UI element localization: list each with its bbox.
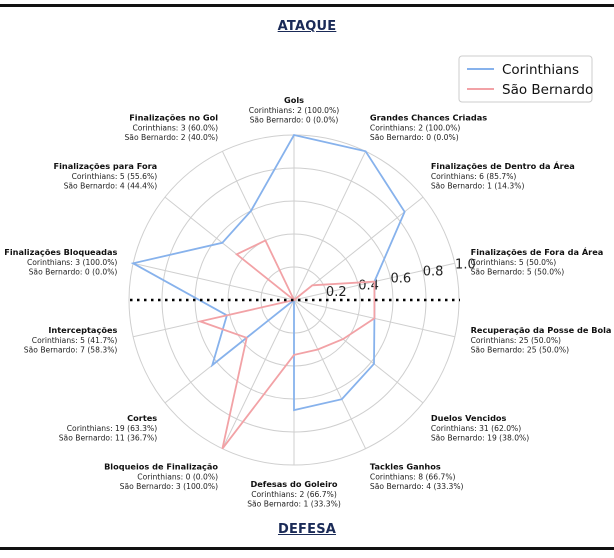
axis-label: Recuperação da Posse de Bola (471, 325, 612, 335)
axis-label: Duelos Vencidos (431, 413, 507, 423)
axis-value-line: São Bernardo: 0 (0.0%) (370, 133, 459, 142)
axis-label: Interceptações (48, 325, 117, 335)
axis-value-line: São Bernardo: 3 (100.0%) (120, 482, 218, 491)
axis-label-group: Finalizações de Dentro da ÁreaCorinthian… (431, 160, 575, 191)
axis-label: Finalizações de Fora da Área (471, 246, 604, 257)
axis-label: Tackles Ganhos (370, 462, 441, 472)
axis-value-line: São Bernardo: 1 (14.3%) (431, 181, 525, 190)
axis-value-line: Corinthians: 5 (50.0%) (471, 258, 557, 267)
legend-label-sao_bernardo: São Bernardo (502, 82, 593, 98)
axis-value-line: Corinthians: 0 (0.0%) (137, 473, 218, 482)
axis-label: Cortes (127, 413, 157, 423)
axis-value-line: São Bernardo: 0 (0.0%) (250, 116, 339, 125)
axis-value-line: Corinthians: 3 (100.0%) (27, 258, 117, 267)
radial-tick-label: 1.0 (455, 258, 476, 273)
axis-value-line: São Bernardo: 11 (36.7%) (59, 434, 157, 443)
axis-label: Finalizações para Fora (54, 161, 158, 171)
defense-heading: DEFESA (277, 522, 337, 537)
axis-label: Bloqueios de Finalização (104, 462, 218, 472)
grid-spoke (293, 299, 424, 404)
axis-value-line: São Bernardo: 19 (38.0%) (431, 434, 529, 443)
axis-value-line: São Bernardo: 1 (33.3%) (247, 500, 341, 509)
axis-value-line: Corinthians: 5 (55.6%) (72, 172, 158, 181)
axis-value-line: Corinthians: 31 (62.0%) (431, 424, 521, 433)
axis-value-line: São Bernardo: 4 (44.4%) (64, 181, 158, 190)
axis-label: Finalizações Bloqueadas (4, 247, 117, 257)
axis-label: Finalizações de Dentro da Área (431, 160, 575, 171)
legend-label-corinthians: Corinthians (502, 62, 579, 78)
axis-value-line: São Bernardo: 0 (0.0%) (29, 268, 118, 277)
axis-label: Gols (284, 95, 304, 105)
axis-value-line: Corinthians: 3 (60.0%) (132, 123, 218, 132)
axis-value-line: Corinthians: 25 (50.0%) (471, 336, 561, 345)
grid-spoke (293, 196, 424, 301)
axis-value-line: Corinthians: 2 (100.0%) (249, 106, 339, 115)
axis-value-line: Corinthians: 8 (66.7%) (370, 473, 456, 482)
axis-label-group: Recuperação da Posse de BolaCorinthians:… (471, 325, 612, 355)
grid-spoke (293, 299, 367, 449)
legend-box (458, 55, 593, 103)
grid-spoke (293, 151, 367, 301)
axis-value-line: São Bernardo: 4 (33.3%) (370, 482, 464, 491)
axis-value-line: Corinthians: 6 (85.7%) (431, 172, 517, 181)
axis-value-line: Corinthians: 2 (66.7%) (251, 490, 337, 499)
axis-label: Grandes Chances Criadas (370, 112, 487, 122)
axis-value-line: São Bernardo: 2 (40.0%) (124, 133, 218, 142)
axis-label: Defesas do Goleiro (250, 479, 337, 489)
bottom-border (0, 547, 614, 550)
legend: Corinthians São Bernardo (458, 55, 593, 103)
top-border (0, 4, 614, 7)
radial-tick-label: 0.2 (326, 285, 347, 300)
axis-value-line: Corinthians: 5 (41.7%) (32, 336, 118, 345)
axis-value-line: São Bernardo: 5 (50.0%) (471, 268, 565, 277)
radial-tick-label: 0.8 (423, 265, 444, 280)
grid-spoke (133, 262, 295, 301)
axis-value-line: Corinthians: 19 (63.3%) (67, 424, 157, 433)
series-line-corinthians (130, 133, 406, 412)
axis-label: Finalizações no Gol (129, 112, 218, 122)
grid-spoke (221, 299, 295, 449)
axis-label-group: Finalizações de Fora da ÁreaCorinthians:… (471, 246, 604, 277)
radial-tick-label: 0.6 (390, 271, 411, 286)
axis-value-line: São Bernardo: 25 (50.0%) (471, 345, 569, 354)
axis-value-line: Corinthians: 2 (100.0%) (370, 123, 460, 132)
series-line-sao_bernardo (196, 239, 376, 450)
axis-value-line: São Bernardo: 7 (58.3%) (24, 345, 118, 354)
attack-heading: ATAQUE (277, 19, 337, 34)
